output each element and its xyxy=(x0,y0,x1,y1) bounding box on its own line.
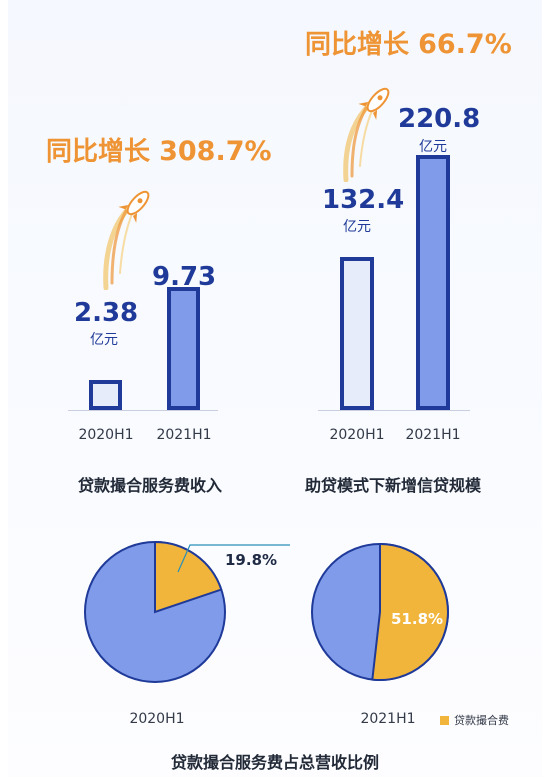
chart-title: 贷款撮合服务费占总营收比例 xyxy=(170,753,379,772)
bar-baseline xyxy=(318,410,470,411)
pie-value-label: 19.8% xyxy=(225,551,278,569)
bar-value-label: 220.8 xyxy=(398,104,481,134)
x-tick-label: 2020H1 xyxy=(329,427,385,443)
pie-2021h1 xyxy=(311,542,449,681)
pie-charts xyxy=(84,540,449,683)
bar-2021h1 xyxy=(416,155,450,410)
bar-2021h1 xyxy=(167,287,200,410)
bar-baseline xyxy=(68,410,218,411)
growth-value: 308.7% xyxy=(159,136,272,167)
bar-value-label: 132.4 xyxy=(322,185,405,215)
growth-text: 同比增长 xyxy=(305,30,410,60)
growth-value: 66.7% xyxy=(418,29,512,60)
rocket-icon xyxy=(343,87,390,182)
x-tick-label: 2021H1 xyxy=(405,427,461,443)
pie-2020h1 xyxy=(84,540,226,683)
bar-value-label: 2.38 xyxy=(74,298,139,328)
pie-2020h1-slice-loan-fee xyxy=(154,540,223,614)
growth-text: 同比增长 xyxy=(46,137,151,167)
x-tick-label: 2020H1 xyxy=(78,427,134,443)
bar-unit-label: 亿元 xyxy=(419,139,447,155)
bar-unit-label: 亿元 xyxy=(343,219,371,235)
rocket-icon xyxy=(103,190,150,290)
legend-swatch xyxy=(440,716,449,725)
legend-item: 贷款撮合费 xyxy=(440,712,509,728)
pie-value-label: 51.8% xyxy=(391,610,444,628)
x-tick-label: 2021H1 xyxy=(156,427,212,443)
chart-title: 贷款撮合服务费收入 xyxy=(77,476,222,495)
bar-unit-label: 亿元 xyxy=(90,332,118,348)
pie-label: 2020H1 xyxy=(129,711,185,727)
growth-label-1: 同比增长 308.7% xyxy=(46,131,272,168)
pie-label: 2021H1 xyxy=(360,711,416,727)
growth-label-2: 同比增长 66.7% xyxy=(305,24,512,61)
bar-2020h1 xyxy=(89,380,122,410)
pie-2021h1-slice-loan-fee xyxy=(371,542,449,681)
leader-line xyxy=(177,544,290,573)
bar-2020h1 xyxy=(340,257,374,410)
chart-title: 助贷模式下新增信贷规模 xyxy=(304,476,481,495)
legend-label: 贷款撮合费 xyxy=(454,714,509,727)
bar-value-label: 9.73 xyxy=(152,262,217,292)
